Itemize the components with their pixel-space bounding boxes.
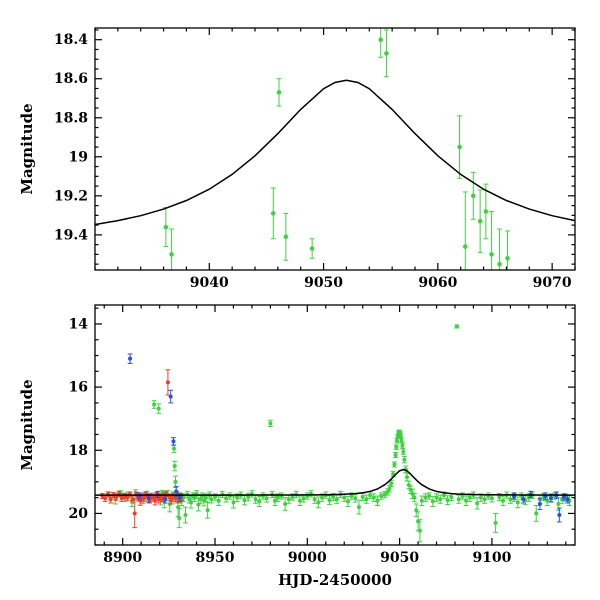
y-tick-label: 14 [69, 316, 89, 332]
x-tick-label: 9050 [304, 275, 343, 291]
x-tick-label: 9060 [418, 275, 457, 291]
y-axis-title: Magnitude [18, 103, 36, 194]
x-tick-label: 9070 [533, 275, 572, 291]
y-tick-label: 18.8 [54, 110, 88, 126]
y-tick-label: 18.4 [54, 32, 88, 48]
y-tick-label: 18.6 [54, 71, 88, 87]
y-tick-label: 19.2 [54, 188, 88, 204]
x-tick-label: 8900 [103, 550, 142, 566]
top-zoom-panel-ticks [94, 28, 576, 270]
x-tick-label: 9050 [380, 550, 419, 566]
top-zoom-panel-tick-labels: 9040 9050 9060 9070 18.4 18.6 18.8 19 19.2 19.4 [54, 32, 572, 291]
bottom-full-panel: 8900 8950 9000 9050 9100 14 16 18 20 Magnitude HJD… [18, 304, 576, 589]
y-tick-label: 19 [69, 149, 88, 165]
x-tick-label: 9040 [190, 275, 229, 291]
survey-photometry-blue [127, 353, 571, 523]
y-axis-title: Magnitude [18, 379, 36, 470]
y-tick-label: 16 [69, 380, 88, 396]
top-zoom-panel-data-area [95, 28, 575, 270]
microlensing-model-curve [95, 468, 575, 496]
x-tick-label: 9100 [472, 550, 511, 566]
bottom-full-panel-tick-labels: 8900 8950 9000 9050 9100 14 16 18 20 [69, 316, 512, 566]
x-axis-title: HJD-2450000 [278, 571, 392, 589]
x-tick-label: 9000 [288, 550, 327, 566]
bottom-full-panel-data-area [95, 324, 575, 543]
top-zoom-panel: 9040 9050 9060 9070 18.4 18.6 18.8 19 19.2 19.4 Ma… [18, 27, 576, 291]
bottom-full-panel-ticks [95, 305, 575, 546]
top-zoom-panel-frame [94, 27, 576, 271]
microlensing-model-curve [95, 79, 575, 226]
survey-photometry-green [107, 324, 572, 543]
y-tick-label: 20 [69, 506, 89, 522]
bottom-full-panel-frame [94, 304, 576, 546]
x-tick-label: 8950 [196, 550, 235, 566]
y-tick-label: 18 [69, 443, 88, 459]
y-tick-label: 19.4 [54, 227, 88, 243]
followup-photometry-green [163, 28, 510, 270]
